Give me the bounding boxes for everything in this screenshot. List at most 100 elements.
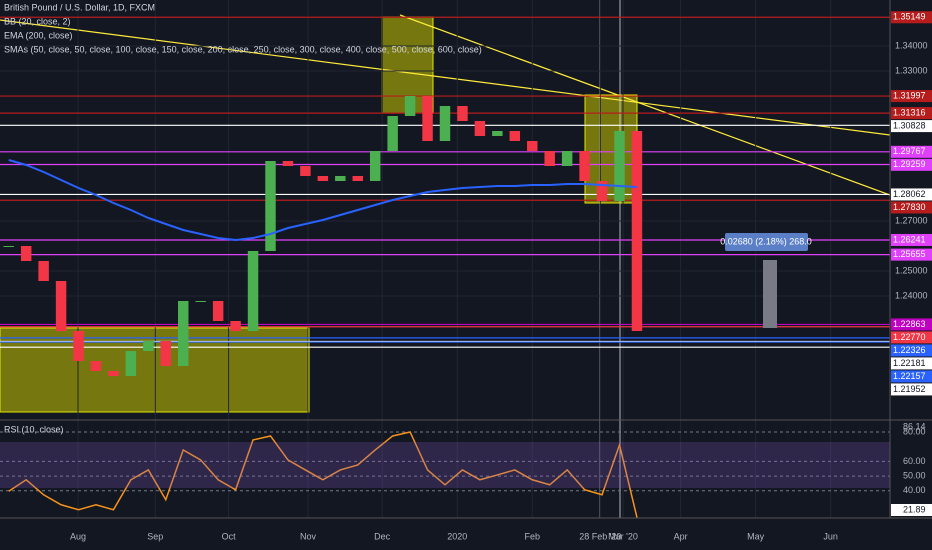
level-label-bg <box>891 11 932 24</box>
candle <box>369 151 381 181</box>
measure-bar <box>763 260 777 328</box>
candle <box>108 371 119 376</box>
x-tick-label: Dec <box>374 531 391 541</box>
level-label: 1.29259 <box>893 159 926 169</box>
candle <box>352 176 363 181</box>
candle <box>195 301 206 302</box>
y-tick-label: 1.27000 <box>895 215 928 225</box>
candle <box>387 116 398 151</box>
candle <box>282 161 294 166</box>
level-label: 1.27830 <box>893 202 926 212</box>
level-label: 1.31316 <box>893 107 926 117</box>
indicator-line <box>8 159 638 242</box>
x-tick-label: Aug <box>70 531 86 541</box>
candle <box>20 246 32 261</box>
level-label: 1.30828 <box>893 120 926 130</box>
y-tick-label: 1.24000 <box>895 290 928 300</box>
candle <box>527 141 538 151</box>
level-label-bg <box>891 158 932 171</box>
candle <box>178 301 189 366</box>
candle <box>509 131 521 141</box>
candle <box>143 341 154 351</box>
level-label-bg <box>891 383 932 396</box>
level-label-bg <box>891 201 932 214</box>
x-tick-label: 2020 <box>447 531 467 541</box>
candle <box>544 151 555 166</box>
level-label-bg <box>891 370 932 383</box>
level-label: 1.29767 <box>893 146 926 156</box>
candle <box>265 161 276 251</box>
y-tick-label: 1.34000 <box>895 40 928 50</box>
candle <box>457 106 468 121</box>
marker-label: 86.14 <box>903 421 926 431</box>
x-tick-label: Mar '20 <box>608 531 638 541</box>
candle <box>596 181 608 201</box>
rsi-line <box>8 431 638 518</box>
level-label: 1.22157 <box>893 371 926 381</box>
y-tick-label: 40.00 <box>903 485 926 495</box>
x-tick-label: Sep <box>147 531 163 541</box>
y-tick-label: 50.00 <box>903 470 926 480</box>
chart-title: British Pound / U.S. Dollar, 1D, FXCM <box>4 2 155 12</box>
level-label: 1.28062 <box>893 189 926 199</box>
legend-entry: EMA (200, close) <box>4 30 73 40</box>
level-label-bg <box>891 90 932 103</box>
candle <box>55 281 67 331</box>
level-label-bg <box>891 344 932 357</box>
candle <box>300 166 311 176</box>
candle <box>212 301 224 321</box>
x-tick-label: Nov <box>300 531 317 541</box>
x-tick-label: 28 Feb '20 <box>579 531 621 541</box>
y-tick-label: 1.33000 <box>895 65 928 75</box>
candle <box>474 121 486 136</box>
highlight-box <box>0 327 310 413</box>
x-tick-label: May <box>747 531 765 541</box>
level-label-bg <box>891 318 932 331</box>
trend-line <box>0 19 891 136</box>
x-tick-label: Feb <box>524 531 540 541</box>
level-label-bg <box>891 248 932 261</box>
level-label-bg <box>891 107 932 120</box>
x-tick-label: Jun <box>823 531 838 541</box>
legend-entry: BB (20, close, 2) <box>4 16 71 26</box>
y-tick-label: 60.00 <box>903 456 926 466</box>
level-label: 1.22326 <box>893 345 926 355</box>
level-label: 1.31997 <box>893 90 926 100</box>
candle <box>579 151 590 181</box>
candle <box>335 176 346 181</box>
y-tick-label: 80.00 <box>903 426 926 436</box>
y-tick-label: 1.25000 <box>895 265 928 275</box>
candle <box>614 131 625 201</box>
measure-box <box>725 233 808 251</box>
candle <box>492 131 503 136</box>
level-label: 1.26241 <box>893 234 926 244</box>
legend-entry: SMAs (50, close, 50, close, 100, close, … <box>4 44 482 54</box>
level-label: 1.22181 <box>893 358 926 368</box>
level-label-bg <box>891 188 932 201</box>
candle <box>160 341 172 366</box>
candle <box>3 246 14 247</box>
level-label: 1.22770 <box>893 332 926 342</box>
last-value-bg <box>891 504 932 516</box>
candle <box>317 176 329 181</box>
level-label: 1.22863 <box>893 319 926 329</box>
candle <box>230 321 241 331</box>
level-label: 1.35149 <box>893 12 926 22</box>
candle <box>38 261 49 281</box>
candle <box>631 131 643 331</box>
rsi-title: RSI (10, close) <box>4 424 64 434</box>
level-label-bg <box>891 357 932 370</box>
candle <box>439 106 451 141</box>
level-label: 1.21952 <box>893 384 926 394</box>
measure-label: 0.02680 (2.18%) 268.0 <box>720 236 812 246</box>
x-tick-label: Oct <box>222 531 237 541</box>
last-value-label: 21.89 <box>903 504 926 514</box>
level-label-bg <box>891 331 932 344</box>
candle <box>73 331 84 361</box>
candle <box>125 351 137 376</box>
level-label-bg <box>891 120 932 133</box>
candle <box>422 96 433 141</box>
level-label-bg <box>891 145 932 158</box>
rsi-band <box>0 442 890 488</box>
